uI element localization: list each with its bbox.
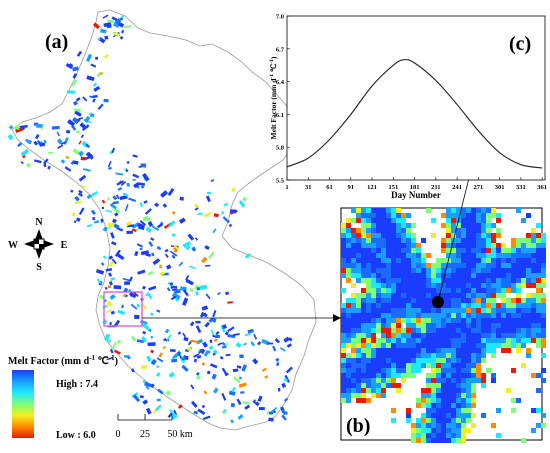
x-tick-label: 271 — [473, 184, 483, 191]
chart-xlabel: Day Number — [391, 190, 441, 200]
x-tick-label: 151 — [388, 184, 398, 191]
scale-tick-25: 25 — [140, 429, 150, 440]
y-tick-label: 6.1 — [276, 112, 284, 119]
compass-w: W — [8, 240, 18, 251]
panel-a-label: (a) — [45, 31, 68, 53]
panel-b-label: (b) — [346, 415, 370, 437]
x-tick-label: 61 — [326, 184, 333, 191]
panel-c-label: (c) — [509, 33, 531, 55]
zoom-connector-arrowhead — [333, 314, 341, 322]
glacier-melt-pixels — [7, 14, 293, 424]
x-tick-label: 1 — [285, 184, 288, 191]
x-tick-label: 121 — [367, 184, 377, 191]
x-tick-label: 331 — [516, 184, 526, 191]
x-tick-label: 361 — [537, 184, 547, 191]
compass-e: E — [61, 240, 68, 251]
x-tick-label: 211 — [431, 184, 440, 191]
panel-c-chart: 1 31 61 91 121 151 181 211 241 271 301 331 361 5.5 5.8… — [269, 14, 547, 201]
y-tick-label: 6.4 — [276, 79, 285, 86]
x-tick-label: 31 — [305, 184, 312, 191]
compass-n: N — [35, 217, 43, 228]
legend-high-label: High : 7.4 — [56, 379, 98, 390]
legend-low-label: Low : 6.0 — [56, 430, 96, 441]
chart-frame — [286, 15, 546, 181]
x-tick-label: 241 — [452, 184, 462, 191]
legend-color-ramp — [12, 370, 34, 438]
y-tick-label: 5.5 — [276, 178, 285, 185]
north-arrow-icon — [24, 229, 54, 259]
panel-b-zoom: (b) — [340, 207, 546, 443]
panel-b-label-box — [344, 404, 384, 438]
y-tick-label: 7.0 — [276, 14, 284, 21]
compass-s: S — [36, 262, 42, 273]
x-tick-label: 181 — [410, 184, 420, 191]
zoom-highlight-box — [103, 291, 143, 327]
y-tick-label: 5.8 — [276, 145, 285, 152]
scale-bar — [117, 414, 173, 421]
scale-tick-0: 0 — [116, 429, 121, 440]
legend-title: Melt Factor (mm d-1 ℃-1) — [8, 354, 118, 367]
scale-tick-50: 50 km — [167, 429, 193, 440]
x-tick-label: 301 — [495, 184, 505, 191]
chart-ylabel: Melt Factor (mm d-1 ℃-1) — [269, 56, 278, 139]
panel-a-map: (a) N S W E Melt Factor (mm d-1 ℃-1) Hig… — [7, 9, 317, 441]
region-boundary — [11, 9, 317, 431]
chart-plot-area: 1 31 61 91 121 151 181 211 241 271 301 331 361 5.5 5.8… — [276, 14, 547, 192]
melt-factor-curve — [286, 59, 543, 169]
x-tick-label: 91 — [348, 184, 355, 191]
zoom-melt-pixels — [341, 208, 546, 443]
y-tick-label: 6.7 — [276, 46, 285, 53]
